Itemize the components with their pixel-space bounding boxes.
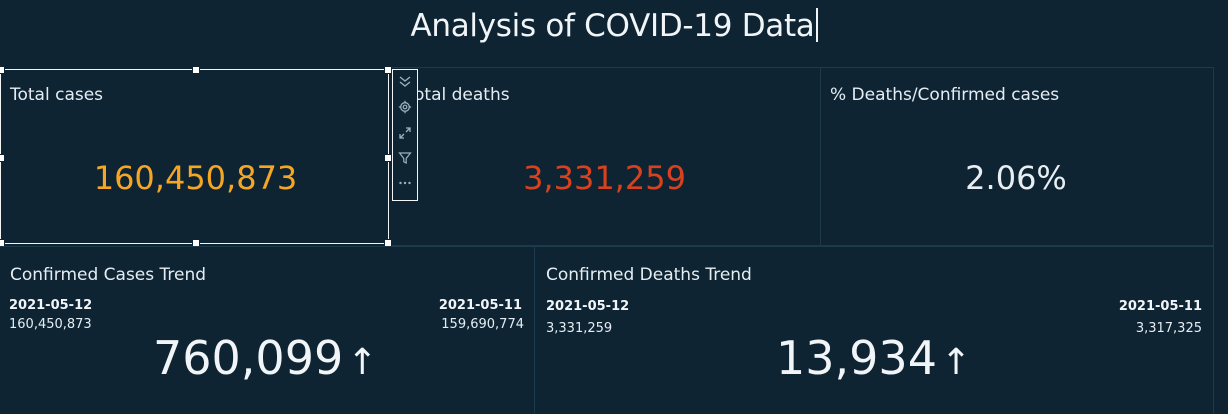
resize-handle[interactable] [0, 154, 5, 162]
kpi-total-deaths-value: 3,331,259 [523, 159, 686, 197]
deaths-trend-title: Confirmed Deaths Trend [546, 265, 752, 285]
deaths-trend-visual[interactable]: Confirmed Deaths Trend 2021-05-12 3,331,… [534, 246, 1214, 414]
up-arrow-icon: ↑ [347, 342, 378, 383]
cases-current-date: 2021-05-12 [9, 298, 93, 313]
deaths-current-date: 2021-05-12 [546, 299, 630, 314]
kpi-total-cases-label: Total cases [10, 85, 104, 105]
kpi-pct-deaths-label: % Deaths/Confirmed cases [830, 85, 1060, 105]
deaths-change: 13,934 ↑ [776, 331, 971, 385]
kpi-pct-deaths[interactable]: % Deaths/Confirmed cases 2.06% [820, 67, 1214, 246]
deaths-previous-value: 3,317,325 [1135, 321, 1202, 336]
cases-previous-date: 2021-05-11 [438, 298, 522, 313]
kpi-total-cases[interactable]: Total cases 160,450,873 [0, 67, 391, 246]
cases-change: 760,099 ↑ [153, 331, 377, 385]
kpi-pct-deaths-value: 2.06% [965, 159, 1067, 197]
dashboard-title-editor[interactable]: Analysis of COVID-19 Data [0, 8, 1228, 44]
cases-previous-value: 159,690,774 [441, 317, 524, 332]
more-options-icon[interactable] [396, 175, 414, 192]
kpi-total-deaths[interactable]: otal deaths 3,331,259 [391, 67, 821, 246]
collapse-icon[interactable] [396, 73, 414, 90]
cases-trend-title: Confirmed Cases Trend [10, 265, 207, 285]
up-arrow-icon: ↑ [940, 342, 972, 383]
resize-handle[interactable] [192, 66, 200, 74]
selected-visual-frame[interactable] [0, 66, 392, 247]
deaths-change-value: 13,934 [776, 331, 937, 385]
settings-icon[interactable] [396, 98, 414, 115]
resize-handle[interactable] [0, 66, 5, 74]
expand-icon[interactable] [396, 124, 414, 141]
resize-handle[interactable] [384, 154, 392, 162]
kpi-total-deaths-label: otal deaths [414, 85, 510, 105]
dashboard-title[interactable]: Analysis of COVID-19 Data [410, 8, 815, 44]
text-cursor [815, 8, 818, 42]
resize-handle[interactable] [384, 66, 392, 74]
cases-change-value: 760,099 [153, 331, 344, 385]
deaths-current-value: 3,331,259 [546, 321, 613, 336]
cases-current-value: 160,450,873 [9, 317, 92, 332]
cases-trend-visual[interactable]: Confirmed Cases Trend 2021-05-12 160,450… [0, 246, 535, 414]
visual-toolbar [392, 69, 418, 201]
filter-icon[interactable] [396, 149, 414, 166]
kpi-total-cases-value: 160,450,873 [93, 159, 298, 197]
deaths-previous-date: 2021-05-11 [1118, 299, 1202, 314]
